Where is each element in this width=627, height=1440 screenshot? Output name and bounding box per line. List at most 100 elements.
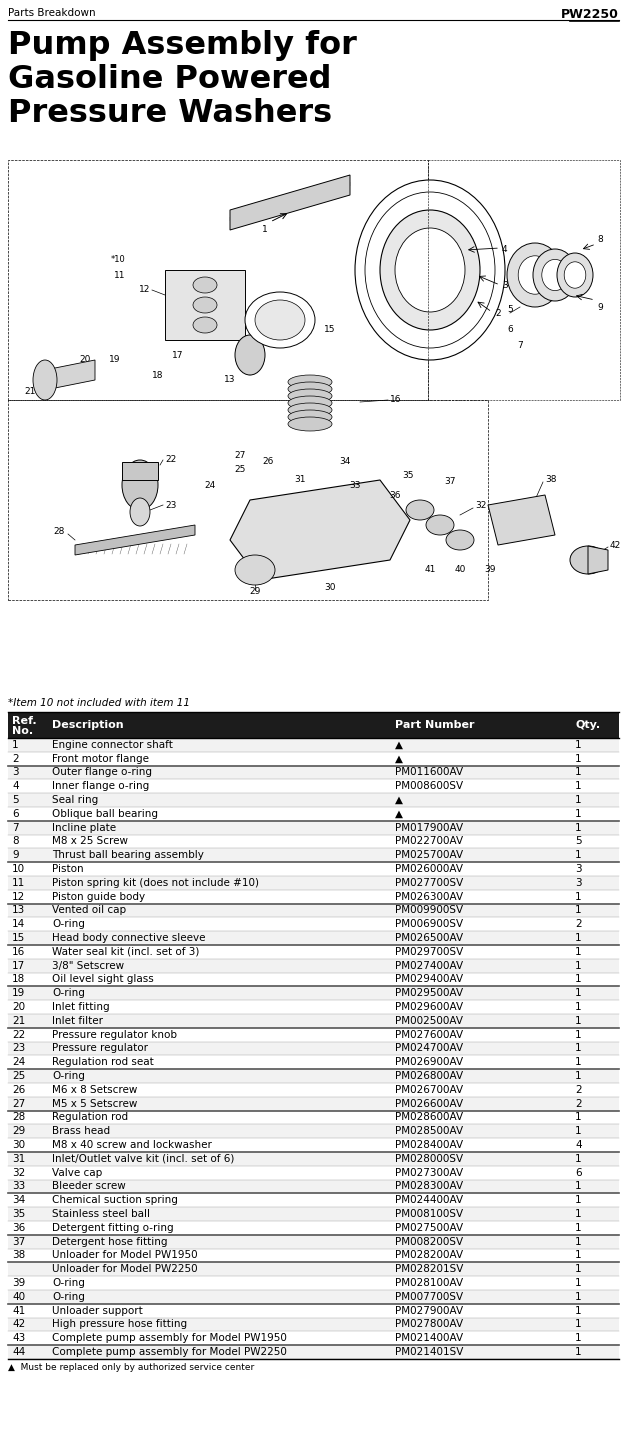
Text: 2: 2	[575, 1084, 582, 1094]
Text: 19: 19	[12, 988, 25, 998]
Text: 5: 5	[575, 837, 582, 847]
Ellipse shape	[426, 516, 454, 536]
Text: PM009900SV: PM009900SV	[395, 906, 463, 916]
Ellipse shape	[235, 554, 275, 585]
Text: Valve cap: Valve cap	[52, 1168, 102, 1178]
Text: PM027500AV: PM027500AV	[395, 1223, 463, 1233]
Text: 8: 8	[12, 837, 19, 847]
Text: 6: 6	[575, 1168, 582, 1178]
Ellipse shape	[395, 228, 465, 312]
Text: PM028000SV: PM028000SV	[395, 1153, 463, 1164]
Text: PM027300AV: PM027300AV	[395, 1168, 463, 1178]
Text: ▲: ▲	[395, 740, 403, 750]
Text: 36: 36	[12, 1223, 25, 1233]
Text: PM026900AV: PM026900AV	[395, 1057, 463, 1067]
Text: 1: 1	[575, 1153, 582, 1164]
Text: 28: 28	[54, 527, 65, 537]
FancyBboxPatch shape	[8, 779, 619, 793]
Text: Water seal kit (incl. set of 3): Water seal kit (incl. set of 3)	[52, 948, 199, 958]
Text: ▲: ▲	[395, 753, 403, 763]
Text: PM027800AV: PM027800AV	[395, 1319, 463, 1329]
Text: 4: 4	[502, 245, 508, 253]
Text: 1: 1	[575, 906, 582, 916]
FancyBboxPatch shape	[8, 986, 619, 1001]
Ellipse shape	[507, 243, 563, 307]
Text: 18: 18	[12, 975, 25, 985]
Text: 1: 1	[575, 1195, 582, 1205]
FancyBboxPatch shape	[8, 766, 619, 779]
Text: Detergent fitting o-ring: Detergent fitting o-ring	[52, 1223, 174, 1233]
Text: 35: 35	[403, 471, 414, 480]
Ellipse shape	[193, 276, 217, 292]
Ellipse shape	[355, 180, 505, 360]
Text: 6: 6	[507, 325, 513, 334]
Text: Brass head: Brass head	[52, 1126, 110, 1136]
FancyBboxPatch shape	[8, 1303, 619, 1318]
Text: Inner flange o-ring: Inner flange o-ring	[52, 782, 149, 792]
Text: High pressure hose fitting: High pressure hose fitting	[52, 1319, 187, 1329]
FancyBboxPatch shape	[8, 876, 619, 890]
Text: PM029600AV: PM029600AV	[395, 1002, 463, 1012]
Text: Inlet/Outlet valve kit (incl. set of 6): Inlet/Outlet valve kit (incl. set of 6)	[52, 1153, 234, 1164]
Text: Unloader support: Unloader support	[52, 1306, 143, 1316]
Text: 10: 10	[12, 864, 25, 874]
Text: 4: 4	[12, 782, 19, 792]
Text: 2: 2	[575, 919, 582, 929]
Text: Regulation rod: Regulation rod	[52, 1113, 128, 1123]
FancyBboxPatch shape	[8, 1097, 619, 1110]
Text: PM022700AV: PM022700AV	[395, 837, 463, 847]
Text: PM028201SV: PM028201SV	[395, 1264, 463, 1274]
Text: Regulation rod seat: Regulation rod seat	[52, 1057, 154, 1067]
Text: ▲  Must be replaced only by authorized service center: ▲ Must be replaced only by authorized se…	[8, 1364, 255, 1372]
Text: 1: 1	[575, 782, 582, 792]
Text: O-ring: O-ring	[52, 1071, 85, 1081]
Ellipse shape	[33, 360, 57, 400]
Text: PM028400AV: PM028400AV	[395, 1140, 463, 1151]
Text: 21: 21	[12, 1015, 25, 1025]
Text: PM008200SV: PM008200SV	[395, 1237, 463, 1247]
Text: PM027400AV: PM027400AV	[395, 960, 463, 971]
Text: Engine connector shaft: Engine connector shaft	[52, 740, 173, 750]
Ellipse shape	[130, 498, 150, 526]
Text: PM027600AV: PM027600AV	[395, 1030, 463, 1040]
Text: 22: 22	[12, 1030, 25, 1040]
Text: Thrust ball bearing assembly: Thrust ball bearing assembly	[52, 850, 204, 860]
Ellipse shape	[193, 317, 217, 333]
Text: 1: 1	[575, 1306, 582, 1316]
Text: 43: 43	[12, 1333, 25, 1344]
Text: 1: 1	[262, 225, 268, 233]
FancyBboxPatch shape	[8, 917, 619, 932]
FancyBboxPatch shape	[8, 1276, 619, 1290]
Text: PM029700SV: PM029700SV	[395, 948, 463, 958]
Text: 1: 1	[575, 975, 582, 985]
Text: 30: 30	[324, 583, 335, 592]
Text: PM002500AV: PM002500AV	[395, 1015, 463, 1025]
Text: PW2250: PW2250	[561, 9, 619, 22]
Text: 2: 2	[495, 308, 500, 317]
Text: 20: 20	[79, 356, 91, 364]
Text: 26: 26	[262, 458, 274, 467]
FancyBboxPatch shape	[8, 945, 619, 959]
FancyBboxPatch shape	[8, 1028, 619, 1041]
FancyBboxPatch shape	[8, 1318, 619, 1332]
Text: ▲: ▲	[395, 809, 403, 819]
Text: M8 x 25 Screw: M8 x 25 Screw	[52, 837, 128, 847]
Text: PM026700AV: PM026700AV	[395, 1084, 463, 1094]
FancyBboxPatch shape	[8, 1234, 619, 1248]
Text: 14: 14	[289, 336, 301, 344]
Text: 11: 11	[113, 271, 125, 279]
Text: 1: 1	[575, 1126, 582, 1136]
Polygon shape	[230, 176, 350, 230]
Text: 1: 1	[575, 822, 582, 832]
FancyBboxPatch shape	[8, 1345, 619, 1359]
Text: 38: 38	[12, 1250, 25, 1260]
Text: O-ring: O-ring	[52, 1279, 85, 1289]
Text: 1: 1	[575, 1223, 582, 1233]
Text: 37: 37	[12, 1237, 25, 1247]
Text: 41: 41	[424, 566, 436, 575]
Text: PM021401SV: PM021401SV	[395, 1346, 463, 1356]
Text: PM024400AV: PM024400AV	[395, 1195, 463, 1205]
Text: 32: 32	[12, 1168, 25, 1178]
Text: 38: 38	[545, 475, 557, 484]
FancyBboxPatch shape	[8, 1083, 619, 1097]
